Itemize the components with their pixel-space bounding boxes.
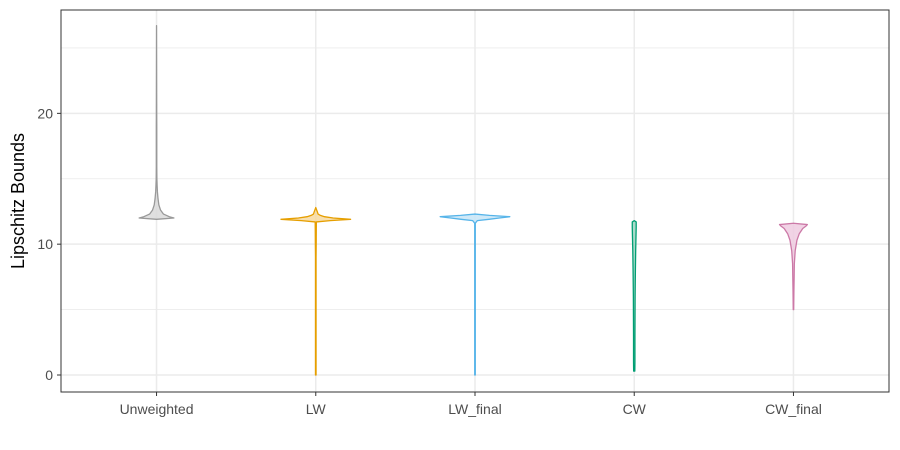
y-tick-label: 20 [37,105,53,121]
violin-cw [631,219,637,372]
y-tick-label: 10 [37,236,53,252]
x-tick-label: CW [623,401,647,417]
x-tick-label: CW_final [765,401,822,417]
y-tick-label: 0 [45,367,53,383]
violin-cw-final [778,222,809,311]
violin-unweighted [138,25,175,220]
x-tick-label: LW [306,401,327,417]
violin-lw [280,206,352,376]
x-tick-label: LW_final [448,401,501,417]
violins [138,25,809,376]
y-axis-title: Lipschitz Bounds [8,133,28,269]
x-tick-label: Unweighted [120,401,194,417]
axes: 0 10 20 Unweighted LW LW_final CW CW_final [37,105,821,417]
violin-lw-final [439,213,511,376]
